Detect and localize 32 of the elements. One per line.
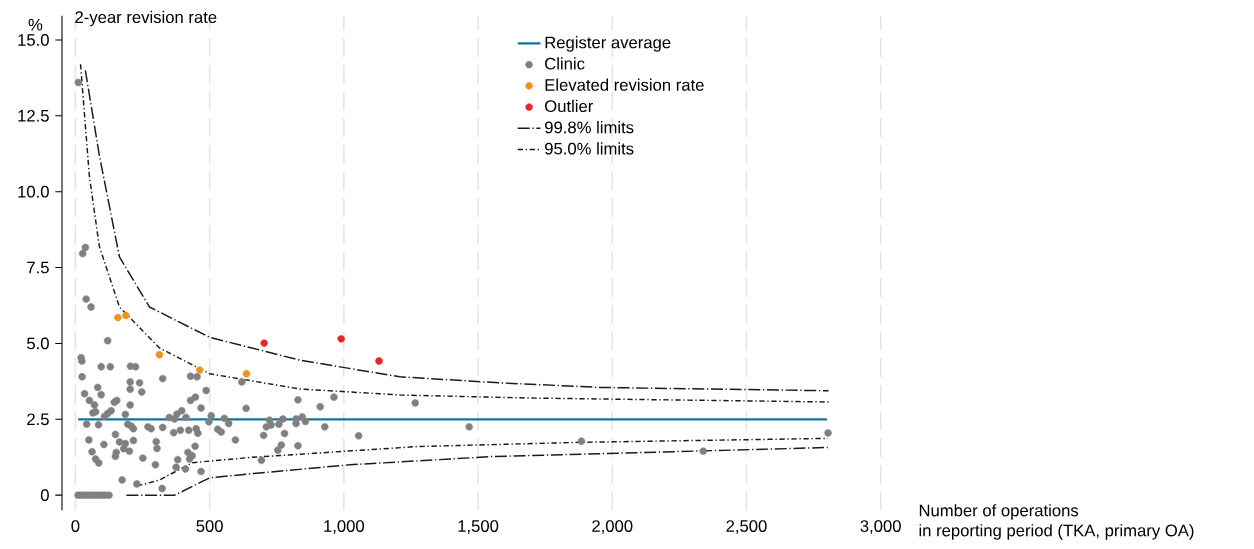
point	[337, 335, 345, 343]
legend-label: Register average	[545, 36, 671, 52]
y-tick-label: 7.5	[27, 261, 49, 274]
y-tick-label: 2.5	[27, 413, 49, 426]
y-axis-title: %	[28, 18, 43, 31]
legend-label: Elevated revision rate	[545, 78, 704, 91]
legend-label: Outlier	[545, 99, 594, 113]
point	[155, 350, 164, 359]
x-axis-title: Number of operations in reporting period (TKA, primary OA)	[919, 504, 1194, 540]
point	[242, 370, 251, 378]
x-tick-label: 2,000	[592, 520, 633, 534]
x-tick-label: 1,000	[324, 520, 365, 534]
x-tick-label: 0	[71, 520, 80, 532]
x-tick-label: 3,000	[860, 520, 901, 534]
y-tick-label: 15.0	[18, 34, 49, 46]
point	[114, 313, 122, 322]
point	[195, 366, 204, 374]
point	[375, 357, 383, 365]
legend-label: 99.8% limits	[545, 121, 634, 134]
y-tick-label: 12.5	[18, 109, 49, 122]
point	[260, 339, 268, 347]
line-series	[125, 446, 829, 496]
point	[122, 311, 130, 320]
y-tick-label: 10.0	[18, 185, 49, 198]
y-tick-label: 5.0	[27, 337, 49, 350]
x-tick-label: 2,500	[726, 520, 767, 534]
x-tick-label: 500	[196, 520, 223, 532]
x-tick-label: 1,500	[458, 520, 499, 534]
y-tick-label: 0	[40, 489, 49, 502]
legend-label: 95.0% limits	[545, 142, 634, 155]
chart-title: 2-year revision rate	[75, 10, 217, 27]
legend-label: Clinic	[545, 57, 585, 70]
